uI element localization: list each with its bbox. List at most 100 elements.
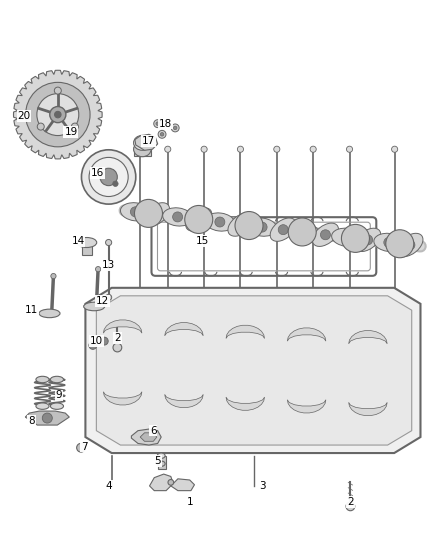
- Text: 8: 8: [28, 416, 35, 426]
- Ellipse shape: [152, 209, 162, 220]
- Polygon shape: [287, 328, 326, 341]
- Text: 19: 19: [64, 127, 78, 137]
- Circle shape: [158, 131, 166, 138]
- Circle shape: [89, 342, 97, 349]
- Polygon shape: [25, 411, 69, 425]
- Circle shape: [106, 294, 112, 301]
- Text: 9: 9: [56, 391, 63, 400]
- Ellipse shape: [131, 207, 141, 217]
- Ellipse shape: [397, 233, 423, 256]
- Polygon shape: [171, 479, 194, 491]
- Ellipse shape: [363, 235, 373, 245]
- Ellipse shape: [194, 214, 204, 224]
- Ellipse shape: [134, 135, 151, 150]
- Circle shape: [310, 146, 316, 152]
- Circle shape: [274, 146, 280, 152]
- Circle shape: [81, 150, 136, 204]
- Ellipse shape: [270, 218, 296, 241]
- Text: 1: 1: [187, 497, 194, 507]
- Circle shape: [113, 181, 118, 187]
- Bar: [158, 456, 166, 469]
- Circle shape: [156, 122, 159, 125]
- Ellipse shape: [134, 142, 151, 157]
- Circle shape: [392, 146, 398, 152]
- Polygon shape: [165, 394, 203, 408]
- Ellipse shape: [374, 233, 404, 252]
- Polygon shape: [149, 474, 173, 491]
- Circle shape: [346, 502, 355, 511]
- Polygon shape: [103, 320, 142, 333]
- Ellipse shape: [405, 240, 415, 250]
- Ellipse shape: [288, 218, 316, 246]
- Text: 2: 2: [347, 497, 354, 507]
- Ellipse shape: [228, 213, 254, 236]
- Text: 4: 4: [105, 481, 112, 491]
- Polygon shape: [131, 429, 161, 445]
- Circle shape: [237, 146, 244, 152]
- Text: 20: 20: [18, 111, 31, 121]
- Circle shape: [54, 87, 61, 94]
- Circle shape: [137, 146, 143, 152]
- Text: 13: 13: [102, 261, 115, 270]
- Circle shape: [143, 139, 150, 146]
- Text: 15: 15: [196, 236, 209, 246]
- Ellipse shape: [162, 208, 193, 226]
- Circle shape: [55, 111, 61, 118]
- Text: 16: 16: [91, 168, 104, 178]
- Polygon shape: [226, 397, 265, 410]
- Polygon shape: [226, 325, 265, 338]
- Ellipse shape: [36, 376, 49, 383]
- Circle shape: [154, 120, 162, 127]
- Circle shape: [37, 123, 44, 130]
- Circle shape: [50, 107, 66, 123]
- Circle shape: [113, 343, 122, 352]
- Ellipse shape: [39, 309, 60, 318]
- Ellipse shape: [312, 223, 339, 246]
- Ellipse shape: [157, 453, 165, 458]
- Ellipse shape: [173, 212, 183, 222]
- Circle shape: [173, 126, 177, 130]
- Ellipse shape: [342, 232, 352, 243]
- Circle shape: [95, 266, 101, 272]
- Circle shape: [100, 168, 117, 185]
- Text: 12: 12: [96, 296, 110, 306]
- Polygon shape: [349, 330, 387, 344]
- Polygon shape: [287, 400, 326, 413]
- Circle shape: [71, 123, 78, 130]
- Text: 7: 7: [81, 442, 88, 451]
- Ellipse shape: [332, 228, 361, 246]
- Ellipse shape: [186, 208, 212, 231]
- Text: 5: 5: [154, 456, 161, 466]
- Circle shape: [168, 480, 173, 485]
- Text: 11: 11: [25, 305, 38, 315]
- Ellipse shape: [342, 224, 369, 253]
- Ellipse shape: [144, 203, 170, 226]
- Polygon shape: [140, 433, 157, 441]
- Circle shape: [201, 146, 207, 152]
- Ellipse shape: [84, 302, 105, 311]
- Polygon shape: [165, 322, 203, 336]
- Ellipse shape: [120, 203, 150, 221]
- Text: 10: 10: [90, 336, 103, 346]
- Circle shape: [106, 239, 112, 246]
- Polygon shape: [349, 402, 387, 416]
- Ellipse shape: [257, 222, 267, 232]
- Circle shape: [42, 413, 52, 423]
- Polygon shape: [96, 296, 412, 445]
- Ellipse shape: [247, 218, 277, 236]
- Circle shape: [51, 273, 56, 279]
- Ellipse shape: [134, 199, 162, 228]
- Text: 3: 3: [259, 481, 266, 491]
- Ellipse shape: [236, 220, 246, 230]
- Bar: [134, 143, 151, 156]
- Text: 14: 14: [71, 236, 85, 246]
- Ellipse shape: [384, 237, 394, 247]
- Text: 18: 18: [159, 119, 172, 128]
- Ellipse shape: [299, 227, 309, 237]
- Ellipse shape: [321, 230, 330, 240]
- Ellipse shape: [386, 230, 414, 258]
- Ellipse shape: [215, 217, 225, 227]
- Ellipse shape: [235, 212, 263, 239]
- Circle shape: [89, 157, 128, 197]
- Ellipse shape: [36, 403, 49, 409]
